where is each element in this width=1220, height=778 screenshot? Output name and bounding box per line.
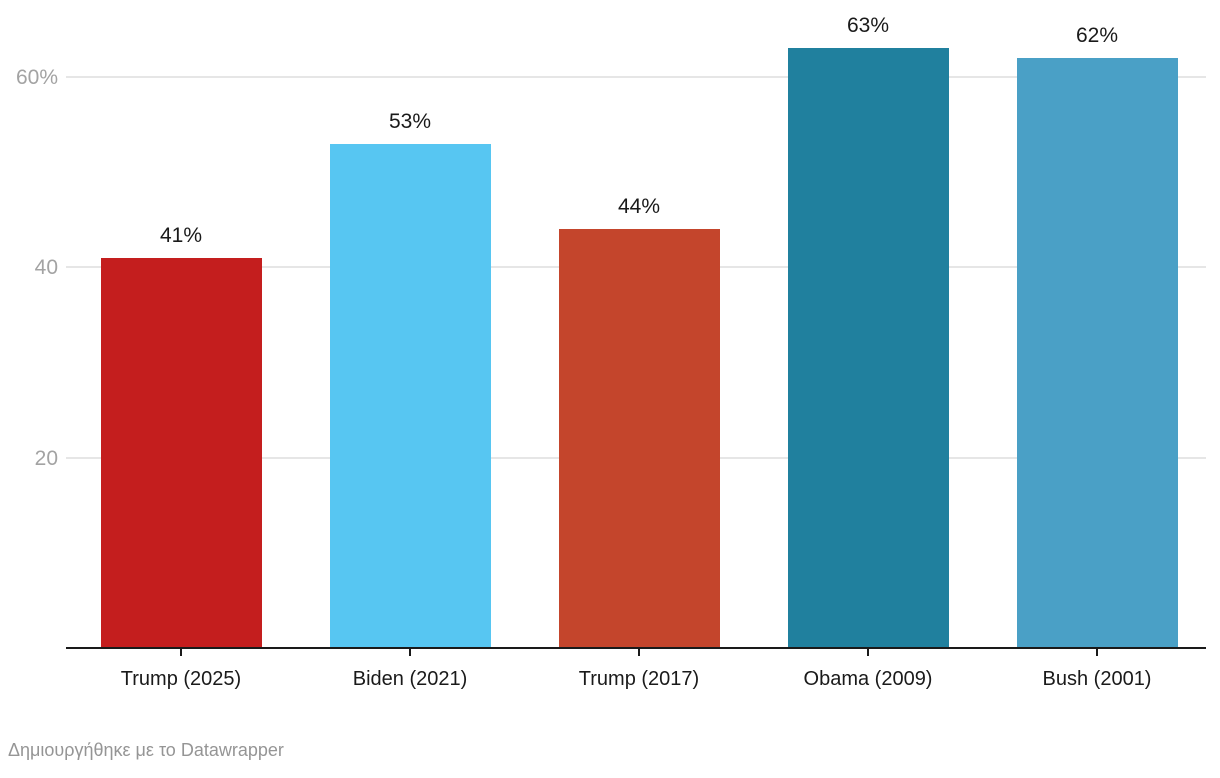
x-tick-label-trump-2025: Trump (2025) (120, 668, 242, 690)
x-tick-label-trump-2017: Trump (2017) (578, 668, 700, 690)
y-tick-label-20: 20 (34, 447, 58, 470)
value-label-trump-2025: 41% (159, 224, 203, 247)
x-tick-bush-2001 (1096, 649, 1098, 656)
bar-trump-2025 (100, 258, 262, 648)
y-tick-label-40: 40 (34, 256, 58, 279)
y-tick-label-60: 60% (15, 66, 58, 89)
x-tick-biden-2021 (409, 649, 411, 656)
bar-biden-2021 (329, 144, 491, 648)
x-tick-label-biden-2021: Biden (2021) (352, 668, 468, 690)
x-axis-line (66, 647, 1206, 649)
value-label-biden-2021: 53% (388, 110, 432, 133)
bar-obama-2009 (787, 48, 949, 648)
datawrapper-attribution-link[interactable]: Δημιουργήθηκε με το Datawrapper (8, 740, 284, 760)
value-label-obama-2009: 63% (846, 14, 890, 37)
bar-trump-2017 (558, 229, 720, 648)
value-label-trump-2017: 44% (617, 195, 661, 218)
x-tick-label-obama-2009: Obama (2009) (803, 668, 933, 690)
x-tick-trump-2025 (180, 649, 182, 656)
gridline-60 (66, 76, 1206, 78)
value-label-bush-2001: 62% (1075, 24, 1119, 47)
x-tick-obama-2009 (867, 649, 869, 656)
x-tick-label-bush-2001: Bush (2001) (1042, 668, 1152, 690)
bar-bush-2001 (1016, 58, 1178, 648)
x-tick-trump-2017 (638, 649, 640, 656)
